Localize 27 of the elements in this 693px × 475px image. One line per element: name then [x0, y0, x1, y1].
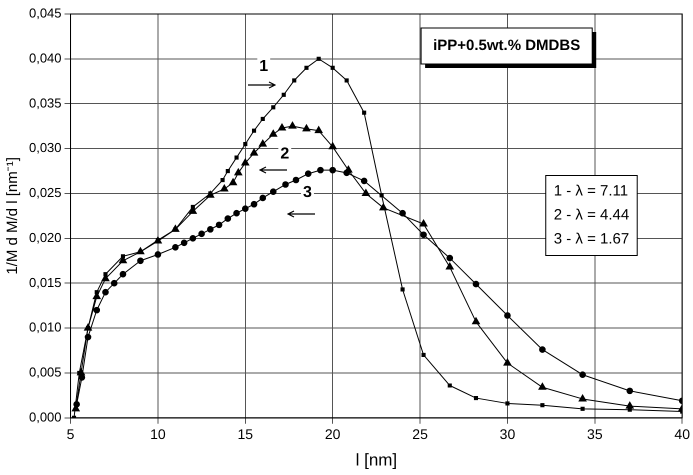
x-tick-label: 35 [587, 426, 603, 442]
x-tick-label: 15 [238, 426, 254, 442]
y-tick-label: 0,035 [28, 95, 62, 110]
annotation: 1 - λ = 7.11 [554, 182, 628, 200]
x-axis-title: l [nm] [356, 450, 398, 470]
y-tick-label: 0,005 [28, 364, 62, 380]
annotation: 3 - λ = 1.67 [554, 230, 630, 248]
y-tick-label: 0,025 [28, 185, 62, 200]
x-tick-label: 25 [412, 426, 428, 442]
y-tick-label: 0,020 [28, 230, 62, 245]
x-tick-label: 20 [324, 426, 341, 442]
series-label: 2 [280, 146, 290, 163]
text: iPP+0.5wt.% DMDBS [433, 37, 580, 54]
y-tick-label: 0,015 [28, 274, 62, 290]
x-tick-label: 30 [500, 426, 516, 442]
annotation: 2 - λ = 4.44 [554, 206, 630, 224]
series-label: 3 [303, 184, 312, 201]
y-tick-label: 0,045 [28, 6, 62, 21]
x-tick-label: 40 [674, 426, 690, 442]
y-tick-label: 0,040 [28, 50, 62, 66]
series-label: 1 [259, 58, 268, 76]
y-tick-label: 0,030 [28, 140, 62, 156]
y-axis-title: 1/M d M/d l [nm⁻¹] [4, 157, 22, 275]
y-tick-label: 0,010 [28, 320, 62, 335]
y-tick-label: 0,000 [28, 409, 62, 424]
x-tick-label: 10 [150, 426, 166, 442]
x-tick-label: 5 [66, 426, 75, 442]
